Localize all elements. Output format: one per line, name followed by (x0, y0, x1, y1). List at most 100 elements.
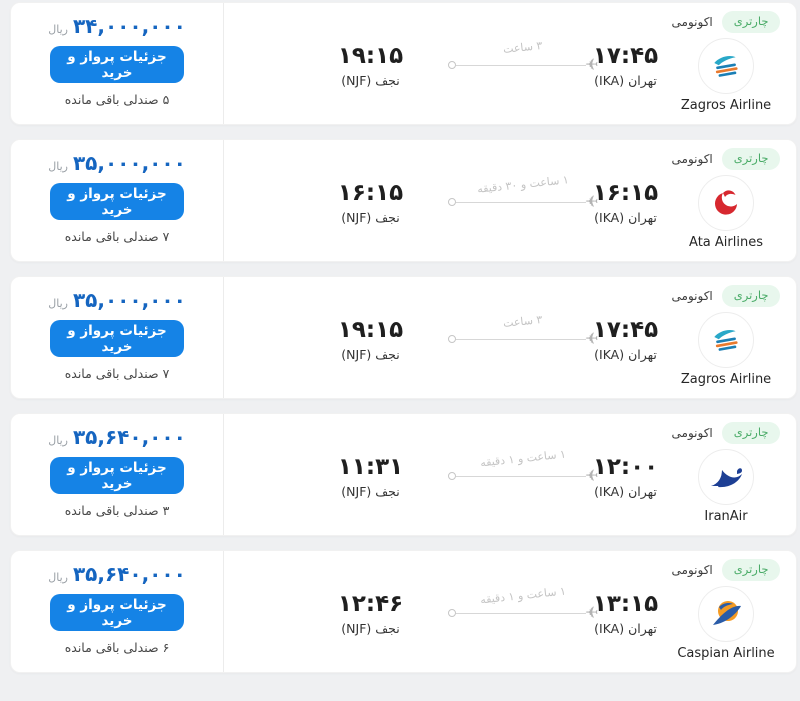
cabin-class-label: اکونومی (671, 562, 713, 577)
arrival-block: ۱۹:۱۵ نجف (NJF) (318, 43, 423, 88)
airline-column: چارتری اکونومی IranAir (660, 414, 792, 524)
departure-city: تهران (IKA) (594, 484, 657, 499)
arrival-time: ۱۱:۳۱ (337, 454, 404, 480)
price-amount: ۳۵,۶۴۰,۰۰۰ (72, 562, 186, 586)
badges-row: چارتری اکونومی (672, 422, 781, 444)
departure-block: ۱۷:۴۵ تهران (IKA) (573, 43, 678, 88)
price-amount: ۳۵,۰۰۰,۰۰۰ (72, 288, 186, 312)
departure-time: ۱۳:۱۵ (592, 591, 659, 617)
airline-name: IranAir (704, 508, 748, 524)
departure-time: ۱۷:۴۵ (592, 43, 659, 69)
flight-details-buy-button[interactable]: جزئیات پرواز و خرید (50, 183, 184, 220)
price-section: ۳۵,۰۰۰,۰۰۰ ریال جزئیات پرواز و خرید ۷ صن… (11, 140, 224, 261)
route-line: ✈ (448, 55, 598, 74)
caspian-airline-logo-icon (698, 585, 754, 642)
arrival-block: ۱۹:۱۵ نجف (NJF) (318, 317, 423, 362)
arrival-city: نجف (NJF) (341, 621, 400, 636)
arrival-time: ۱۶:۱۵ (337, 180, 404, 206)
price-row: ۳۵,۰۰۰,۰۰۰ ریال (48, 151, 186, 175)
price-amount: ۳۴,۰۰۰,۰۰۰ (72, 14, 186, 38)
price-row: ۳۵,۰۰۰,۰۰۰ ریال (48, 288, 186, 312)
charter-badge: چارتری (721, 11, 781, 33)
seats-remaining: ۵ صندلی باقی مانده (64, 92, 170, 107)
flight-duration: ۳ ساعت (502, 312, 544, 331)
currency-label: ریال (48, 23, 68, 36)
flight-details-buy-button[interactable]: جزئیات پرواز و خرید (50, 320, 184, 357)
route-line: ✈ (448, 603, 598, 622)
flight-details-buy-button[interactable]: جزئیات پرواز و خرید (50, 594, 184, 631)
charter-badge: چارتری (721, 285, 781, 307)
flight-card: چارتری اکونومی Caspian Airline ۱۳:۱۵ تهر… (10, 550, 797, 673)
departure-block: ۱۶:۱۵ تهران (IKA) (573, 180, 678, 225)
ata-airlines-logo-icon (698, 174, 754, 231)
flight-info: چارتری اکونومی Zagros Airline ۱۷:۴۵ تهرا… (224, 3, 796, 124)
route-line: ✈ (448, 192, 598, 211)
departure-block: ۱۷:۴۵ تهران (IKA) (573, 317, 678, 362)
price-section: ۳۵,۰۰۰,۰۰۰ ریال جزئیات پرواز و خرید ۷ صن… (11, 277, 224, 398)
route-origin-dot-icon (448, 61, 456, 69)
seats-remaining: ۶ صندلی باقی مانده (64, 640, 170, 655)
plane-icon: ✈ (584, 192, 598, 211)
arrival-block: ۱۱:۳۱ نجف (NJF) (318, 454, 423, 499)
currency-label: ریال (48, 571, 68, 584)
departure-city: تهران (IKA) (594, 621, 657, 636)
flight-duration: ۱ ساعت و ۱ دقیقه (479, 447, 567, 470)
departure-city: تهران (IKA) (594, 73, 657, 88)
plane-icon: ✈ (584, 466, 598, 485)
arrival-city: نجف (NJF) (341, 347, 400, 362)
airline-column: چارتری اکونومی Zagros Airline (660, 277, 792, 387)
plane-icon: ✈ (584, 329, 598, 348)
badges-row: چارتری اکونومی (672, 559, 781, 581)
route-indicator: ۳ ساعت ✈ (448, 312, 598, 348)
currency-label: ریال (48, 297, 68, 310)
route-indicator: ۱ ساعت و ۱ دقیقه ✈ (448, 448, 598, 485)
route-path-line (456, 612, 586, 614)
airline-column: چارتری اکونومی Caspian Airline (660, 551, 792, 661)
arrival-city: نجف (NJF) (341, 484, 400, 499)
route-origin-dot-icon (448, 609, 456, 617)
arrival-city: نجف (NJF) (341, 210, 400, 225)
route-path-line (456, 64, 586, 66)
departure-block: ۱۳:۱۵ تهران (IKA) (573, 591, 678, 636)
price-section: ۳۵,۶۴۰,۰۰۰ ریال جزئیات پرواز و خرید ۶ صن… (11, 551, 224, 672)
charter-badge: چارتری (721, 148, 781, 170)
route-origin-dot-icon (448, 335, 456, 343)
price-section: ۳۴,۰۰۰,۰۰۰ ریال جزئیات پرواز و خرید ۵ صن… (11, 3, 224, 124)
airline-name: Zagros Airline (680, 371, 772, 387)
flight-info: چارتری اکونومی Caspian Airline ۱۳:۱۵ تهر… (224, 551, 796, 672)
route-indicator: ۳ ساعت ✈ (448, 38, 598, 74)
flight-duration: ۳ ساعت (502, 38, 544, 57)
charter-badge: چارتری (721, 422, 781, 444)
charter-badge: چارتری (721, 559, 781, 581)
zagros-airline-logo-icon (698, 311, 754, 368)
cabin-class-label: اکونومی (671, 14, 713, 29)
arrival-time: ۱۹:۱۵ (337, 43, 404, 69)
route-line: ✈ (448, 466, 598, 485)
price-amount: ۳۵,۰۰۰,۰۰۰ (72, 151, 186, 175)
route-line: ✈ (448, 329, 598, 348)
flight-card: چارتری اکونومی Zagros Airline ۱۷:۴۵ تهرا… (10, 276, 797, 399)
departure-block: ۱۲:۰۰ تهران (IKA) (573, 454, 678, 499)
plane-icon: ✈ (584, 55, 598, 74)
seats-remaining: ۳ صندلی باقی مانده (64, 503, 170, 518)
badges-row: چارتری اکونومی (672, 285, 781, 307)
departure-time: ۱۶:۱۵ (592, 180, 659, 206)
cabin-class-label: اکونومی (671, 288, 713, 303)
cabin-class-label: اکونومی (671, 151, 713, 166)
cabin-class-label: اکونومی (671, 425, 713, 440)
price-row: ۳۵,۶۴۰,۰۰۰ ریال (48, 425, 186, 449)
flight-info: چارتری اکونومی Ata Airlines ۱۶:۱۵ تهران … (224, 140, 796, 261)
currency-label: ریال (48, 434, 68, 447)
arrival-block: ۱۲:۴۶ نجف (NJF) (318, 591, 423, 636)
zagros-airline-logo-icon (698, 37, 754, 94)
flight-card: چارتری اکونومی Ata Airlines ۱۶:۱۵ تهران … (10, 139, 797, 262)
flight-duration: ۱ ساعت و ۳۰ دقیقه (476, 173, 570, 196)
airline-name: Zagros Airline (680, 97, 772, 113)
flight-details-buy-button[interactable]: جزئیات پرواز و خرید (50, 457, 184, 494)
flight-details-buy-button[interactable]: جزئیات پرواز و خرید (50, 46, 184, 83)
departure-city: تهران (IKA) (594, 347, 657, 362)
flight-card: چارتری اکونومی Zagros Airline ۱۷:۴۵ تهرا… (10, 2, 797, 125)
arrival-city: نجف (NJF) (341, 73, 400, 88)
route-path-line (456, 475, 586, 477)
